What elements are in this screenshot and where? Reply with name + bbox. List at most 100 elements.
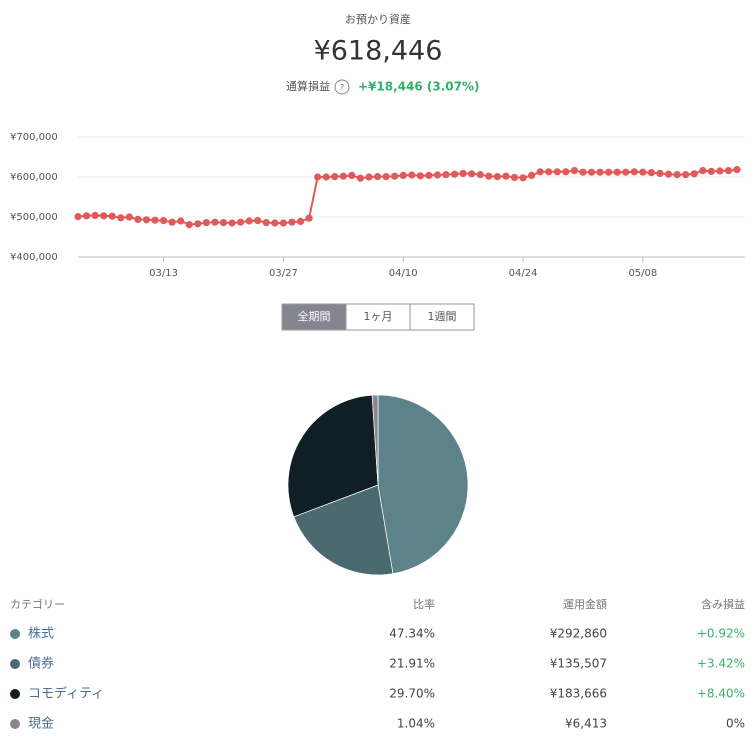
- table-header: 比率: [413, 597, 435, 611]
- pie-slice: [371, 394, 379, 486]
- point: [142, 216, 151, 224]
- assets-label: お預かり資産: [345, 13, 411, 26]
- point: [228, 219, 236, 227]
- point: [724, 167, 733, 175]
- point: [519, 174, 527, 182]
- point: [245, 217, 253, 225]
- point: [322, 173, 330, 181]
- point: [468, 170, 476, 178]
- help-icon[interactable]: [334, 79, 350, 95]
- period-button[interactable]: [281, 303, 347, 331]
- point: [476, 171, 484, 179]
- point: [391, 172, 399, 180]
- ratio: 1.04%: [397, 717, 435, 731]
- unrealized-pnl: +3.42%: [697, 657, 745, 671]
- point: [117, 214, 125, 222]
- x-tick-label: 03/13: [149, 268, 178, 279]
- unrealized-pnl: 0%: [726, 717, 745, 731]
- pie-slice: [377, 394, 469, 575]
- point: [553, 168, 561, 176]
- period-button-label: 1ヶ月: [364, 310, 393, 323]
- point: [493, 173, 501, 181]
- period-button-label: 全期間: [298, 309, 331, 323]
- point: [639, 168, 647, 176]
- category-link[interactable]: 株式: [28, 627, 54, 642]
- point: [74, 213, 82, 221]
- point: [416, 172, 424, 180]
- point: [211, 218, 219, 226]
- point: [733, 166, 741, 174]
- pnl-value: +¥18,446 (3.07%): [358, 80, 480, 94]
- point: [382, 173, 390, 181]
- point: [339, 172, 347, 180]
- point: [271, 219, 279, 227]
- ratio: 29.70%: [389, 687, 435, 701]
- point: [108, 212, 116, 220]
- y-tick-label: ¥500,000: [10, 212, 58, 223]
- legend-dot: [10, 719, 20, 729]
- point: [356, 174, 365, 182]
- point: [296, 217, 305, 225]
- point: [613, 168, 621, 176]
- x-tick-label: 04/24: [509, 268, 538, 279]
- table-header: 運用金額: [563, 597, 607, 611]
- category-link[interactable]: コモディティ: [28, 686, 104, 702]
- point: [305, 214, 313, 222]
- point: [656, 169, 664, 177]
- point: [134, 215, 142, 223]
- x-tick-label: 04/10: [389, 268, 418, 279]
- point: [562, 168, 570, 176]
- table-header: 含み損益: [701, 597, 745, 611]
- point: [673, 171, 681, 179]
- period-button[interactable]: [345, 303, 411, 331]
- point: [82, 212, 91, 220]
- point: [707, 167, 715, 175]
- legend-dot: [10, 659, 20, 669]
- pie-slice: [287, 394, 379, 518]
- point: [527, 171, 536, 179]
- help-icon-mark: ?: [340, 84, 345, 94]
- point: [716, 167, 724, 175]
- point: [331, 173, 339, 181]
- amount: ¥135,507: [550, 657, 607, 671]
- point: [605, 168, 613, 176]
- point: [699, 167, 707, 175]
- point: [91, 211, 99, 219]
- category-link[interactable]: 債券: [28, 656, 54, 672]
- point: [425, 171, 433, 179]
- point: [682, 171, 690, 179]
- point: [288, 218, 296, 226]
- period-button-label: 1週間: [428, 310, 457, 323]
- point: [348, 171, 356, 179]
- unrealized-pnl: +0.92%: [697, 627, 745, 641]
- unrealized-pnl: +8.40%: [697, 687, 745, 701]
- point: [185, 221, 193, 229]
- point: [502, 172, 510, 180]
- point: [177, 217, 185, 225]
- point: [254, 217, 262, 225]
- amount: ¥292,860: [550, 627, 607, 641]
- point: [237, 218, 245, 226]
- point: [168, 218, 176, 226]
- point: [510, 173, 519, 181]
- point: [194, 220, 202, 228]
- legend-dot: [10, 629, 20, 639]
- x-tick-label: 05/08: [628, 268, 657, 279]
- point: [459, 169, 467, 177]
- pnl-label: 通算損益: [286, 79, 330, 93]
- point: [262, 219, 270, 227]
- point: [690, 170, 698, 178]
- point: [279, 219, 288, 227]
- point: [664, 170, 673, 178]
- point: [408, 171, 416, 179]
- point: [622, 168, 630, 176]
- point: [647, 169, 656, 177]
- point: [433, 171, 442, 179]
- table-header: カテゴリー: [10, 597, 65, 611]
- point: [596, 168, 604, 176]
- period-button[interactable]: [409, 303, 475, 331]
- point: [442, 171, 450, 179]
- point: [314, 173, 322, 181]
- category-link[interactable]: 現金: [28, 716, 54, 732]
